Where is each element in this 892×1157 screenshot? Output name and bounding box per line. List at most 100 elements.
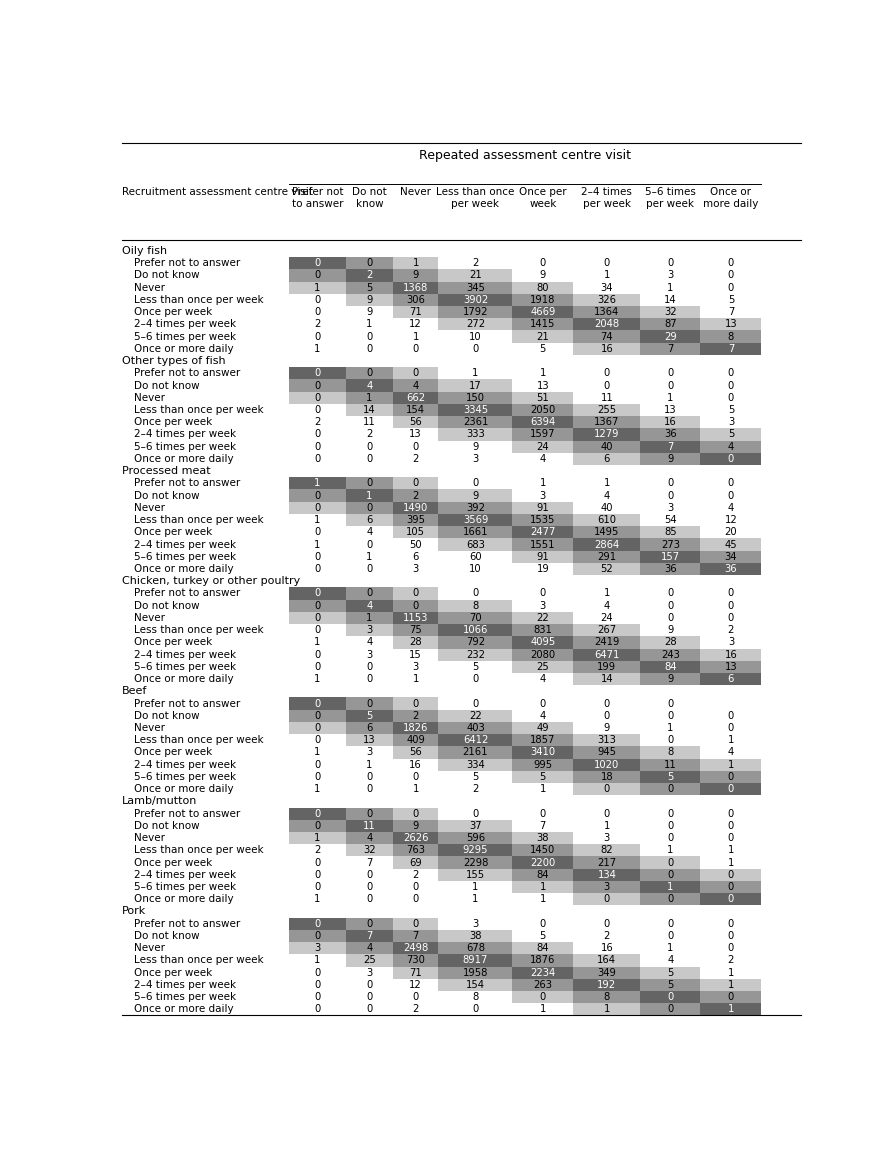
Text: Less than once per week: Less than once per week <box>135 625 264 635</box>
Bar <box>439 942 512 955</box>
Bar <box>700 771 762 783</box>
Text: 0: 0 <box>728 772 734 782</box>
Text: 1020: 1020 <box>594 760 619 769</box>
Text: 0: 0 <box>728 833 734 843</box>
Text: 157: 157 <box>661 552 680 562</box>
Bar <box>392 270 439 281</box>
Text: 3410: 3410 <box>531 747 556 758</box>
Bar <box>512 502 574 514</box>
Text: 0: 0 <box>412 809 419 819</box>
Text: 6: 6 <box>367 723 373 734</box>
Bar <box>346 379 392 391</box>
Bar <box>640 783 700 795</box>
Bar <box>512 441 574 452</box>
Text: 3: 3 <box>540 491 546 501</box>
Text: 0: 0 <box>412 993 419 1002</box>
Text: 16: 16 <box>600 943 613 953</box>
Bar <box>574 845 640 856</box>
Text: 3: 3 <box>604 833 610 843</box>
Text: 29: 29 <box>664 332 677 341</box>
Text: 0: 0 <box>314 503 320 513</box>
Bar <box>439 955 512 966</box>
Text: Once per week: Once per week <box>135 638 212 648</box>
Bar <box>346 391 392 404</box>
Text: 155: 155 <box>466 870 485 879</box>
Text: 0: 0 <box>728 710 734 721</box>
Text: 9: 9 <box>412 271 419 280</box>
Bar <box>512 612 574 624</box>
Text: 0: 0 <box>314 919 320 929</box>
Text: 2–4 times per week: 2–4 times per week <box>135 429 236 440</box>
Text: 2–4 times per week: 2–4 times per week <box>135 760 236 769</box>
Bar <box>512 636 574 649</box>
Text: 678: 678 <box>466 943 485 953</box>
Text: 0: 0 <box>367 1004 373 1015</box>
Text: 8: 8 <box>667 747 673 758</box>
Text: 0: 0 <box>314 368 320 378</box>
Text: 0: 0 <box>728 723 734 734</box>
Text: 19: 19 <box>536 563 549 574</box>
Text: Chicken, turkey or other poultry: Chicken, turkey or other poultry <box>122 576 300 585</box>
Text: 610: 610 <box>598 515 616 525</box>
Bar <box>346 624 392 636</box>
Text: 0: 0 <box>314 613 320 622</box>
Text: 0: 0 <box>473 675 479 684</box>
Bar <box>700 759 762 771</box>
Text: 12: 12 <box>409 980 422 990</box>
Bar <box>640 649 700 661</box>
Bar <box>392 526 439 538</box>
Text: 0: 0 <box>412 589 419 598</box>
Text: 0: 0 <box>473 589 479 598</box>
Text: Once per week: Once per week <box>135 307 212 317</box>
Text: 0: 0 <box>314 809 320 819</box>
Text: 0: 0 <box>667 589 673 598</box>
Text: 0: 0 <box>667 931 673 941</box>
Bar <box>512 880 574 893</box>
Bar <box>700 783 762 795</box>
Bar <box>640 856 700 869</box>
Text: 5–6 times per week: 5–6 times per week <box>135 662 236 672</box>
Text: 6: 6 <box>728 675 734 684</box>
Text: 22: 22 <box>469 710 482 721</box>
Bar <box>289 930 346 942</box>
Bar <box>439 746 512 759</box>
Text: 9: 9 <box>472 442 479 451</box>
Bar <box>574 331 640 342</box>
Bar <box>512 428 574 441</box>
Bar <box>574 441 640 452</box>
Text: 11: 11 <box>600 392 613 403</box>
Bar <box>392 367 439 379</box>
Text: 0: 0 <box>367 442 373 451</box>
Text: 2: 2 <box>412 870 419 879</box>
Text: 0: 0 <box>728 784 734 794</box>
Text: 2298: 2298 <box>463 857 488 868</box>
Text: 0: 0 <box>367 454 373 464</box>
Bar <box>512 417 574 428</box>
Text: 50: 50 <box>409 539 422 550</box>
Text: 9: 9 <box>412 820 419 831</box>
Text: 0: 0 <box>314 735 320 745</box>
Text: 1: 1 <box>604 589 610 598</box>
Text: 1: 1 <box>728 760 734 769</box>
Text: 1: 1 <box>667 282 673 293</box>
Bar <box>512 966 574 979</box>
Text: 21: 21 <box>536 332 549 341</box>
Text: 84: 84 <box>665 662 677 672</box>
Bar <box>439 514 512 526</box>
Bar <box>392 942 439 955</box>
Text: 1792: 1792 <box>463 307 488 317</box>
Text: 6412: 6412 <box>463 735 488 745</box>
Bar <box>700 869 762 880</box>
Text: 0: 0 <box>667 710 673 721</box>
Text: 3: 3 <box>728 418 734 427</box>
Bar <box>392 735 439 746</box>
Text: 51: 51 <box>536 392 549 403</box>
Bar <box>574 856 640 869</box>
Bar <box>392 391 439 404</box>
Text: 0: 0 <box>667 735 673 745</box>
Text: 52: 52 <box>600 563 613 574</box>
Bar <box>346 709 392 722</box>
Text: 7: 7 <box>540 820 546 831</box>
Text: 0: 0 <box>314 967 320 978</box>
Text: 3902: 3902 <box>463 295 488 305</box>
